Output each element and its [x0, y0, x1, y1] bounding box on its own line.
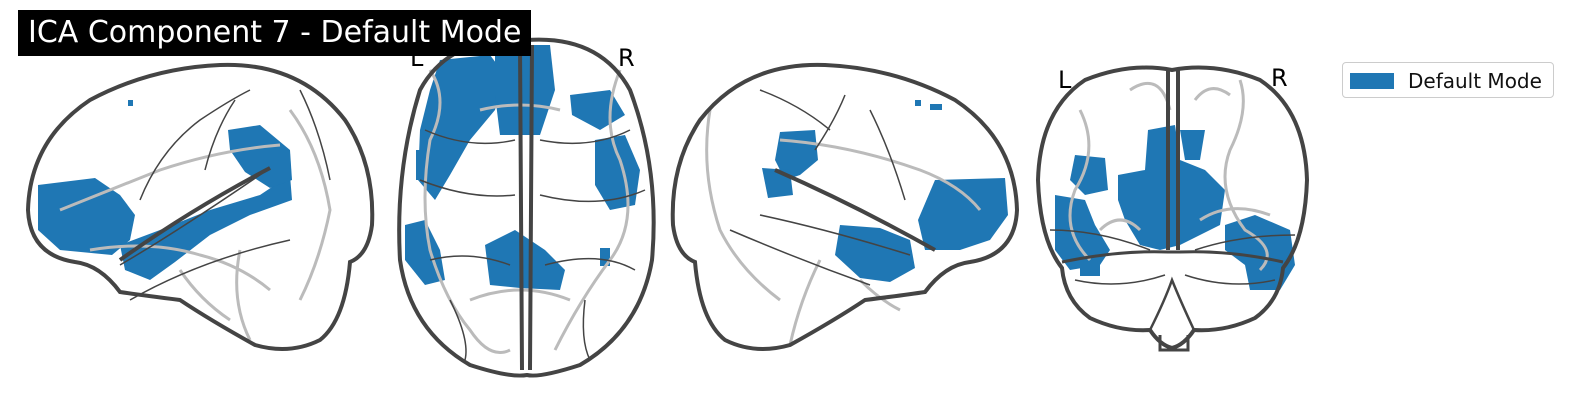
activation-blob — [1055, 125, 1295, 290]
brain-outline — [397, 37, 656, 378]
figure-title: ICA Component 7 - Default Mode — [18, 10, 532, 56]
gyri-lines — [119, 89, 331, 301]
axial-view: L R — [397, 37, 656, 378]
legend-swatch — [1350, 73, 1394, 89]
axial-right-label: R — [618, 44, 635, 72]
brain-outline — [1035, 65, 1310, 351]
sulci-lines — [59, 109, 332, 341]
brain-outline — [670, 62, 1020, 351]
coronal-view: L R — [1035, 64, 1310, 352]
legend-label: Default Mode — [1408, 69, 1542, 93]
activation-blob — [38, 100, 292, 280]
coronal-left-label: L — [1058, 66, 1072, 94]
gyri-lines — [419, 129, 646, 361]
sagittal-left-view — [25, 62, 375, 351]
coronal-right-label: R — [1271, 64, 1288, 92]
legend: Default Mode — [1342, 62, 1554, 98]
gyri-lines — [729, 89, 911, 286]
gyri-lines — [1049, 229, 1296, 285]
activation-blob — [762, 100, 1008, 282]
sagittal-right-view — [670, 62, 1020, 351]
activation-blob — [405, 45, 640, 290]
sulci-lines — [1068, 79, 1271, 272]
brain-outline — [25, 62, 375, 351]
